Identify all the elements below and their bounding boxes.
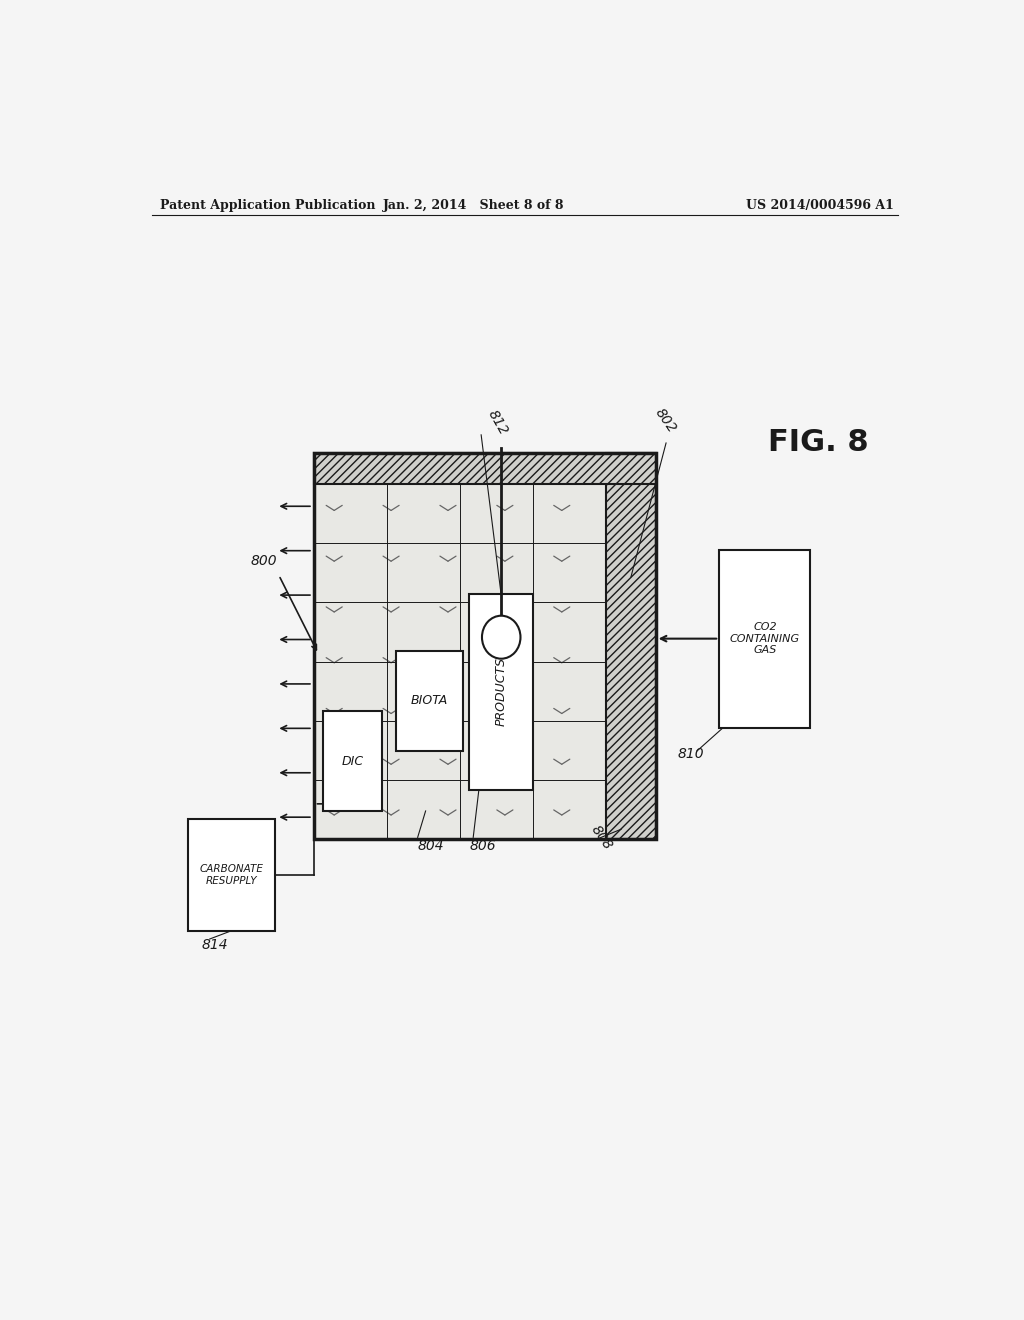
Ellipse shape [482,615,520,659]
Bar [314,453,655,484]
Text: FIG. 8: FIG. 8 [768,429,868,458]
Text: BIOTA: BIOTA [411,694,449,708]
Bar [187,818,274,931]
Text: 808: 808 [588,822,615,853]
Bar [314,453,655,840]
Bar [396,651,463,751]
Text: DIC: DIC [341,755,364,768]
Text: 806: 806 [469,838,496,853]
Text: US 2014/0004596 A1: US 2014/0004596 A1 [745,198,894,211]
Text: 804: 804 [418,838,444,853]
Text: 800: 800 [251,554,278,568]
Text: CO2
CONTAINING
GAS: CO2 CONTAINING GAS [730,622,800,655]
Text: 814: 814 [202,939,228,952]
Text: CARBONATE
RESUPPLY: CARBONATE RESUPPLY [200,865,263,886]
Text: PRODUCTS: PRODUCTS [495,657,508,726]
Bar [606,453,655,840]
Text: 810: 810 [677,747,703,762]
Bar [324,711,382,810]
Bar [314,484,606,840]
Text: Jan. 2, 2014   Sheet 8 of 8: Jan. 2, 2014 Sheet 8 of 8 [383,198,564,211]
Bar [469,594,534,789]
Text: Patent Application Publication: Patent Application Publication [160,198,375,211]
Text: 812: 812 [485,408,511,438]
Text: 802: 802 [652,407,679,436]
Bar [719,549,811,727]
